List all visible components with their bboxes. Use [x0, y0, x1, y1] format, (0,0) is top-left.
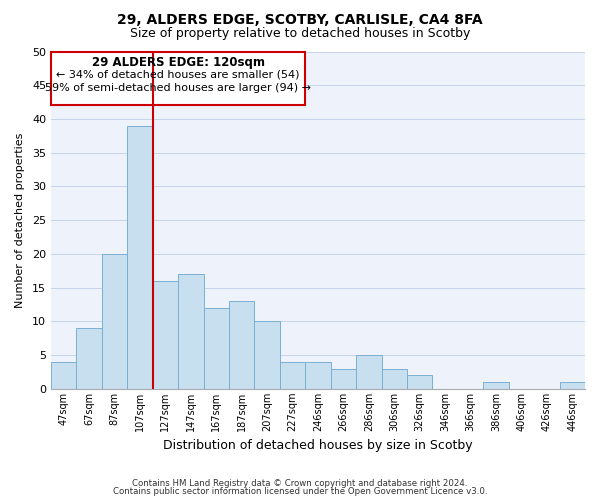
Text: 59% of semi-detached houses are larger (94) →: 59% of semi-detached houses are larger (… — [45, 82, 311, 92]
X-axis label: Distribution of detached houses by size in Scotby: Distribution of detached houses by size … — [163, 440, 473, 452]
Bar — [51, 362, 76, 389]
Text: Contains HM Land Registry data © Crown copyright and database right 2024.: Contains HM Land Registry data © Crown c… — [132, 478, 468, 488]
Bar — [127, 126, 152, 389]
Bar — [254, 322, 280, 389]
Bar — [407, 376, 433, 389]
Bar — [203, 308, 229, 389]
Y-axis label: Number of detached properties: Number of detached properties — [15, 132, 25, 308]
Bar — [280, 362, 305, 389]
Bar — [305, 362, 331, 389]
Text: ← 34% of detached houses are smaller (54): ← 34% of detached houses are smaller (54… — [56, 69, 300, 79]
Bar — [560, 382, 585, 389]
Bar — [382, 368, 407, 389]
Bar — [483, 382, 509, 389]
Bar — [102, 254, 127, 389]
Text: 29 ALDERS EDGE: 120sqm: 29 ALDERS EDGE: 120sqm — [92, 56, 265, 69]
FancyBboxPatch shape — [51, 52, 305, 106]
Bar — [76, 328, 102, 389]
Text: Contains public sector information licensed under the Open Government Licence v3: Contains public sector information licen… — [113, 487, 487, 496]
Text: Size of property relative to detached houses in Scotby: Size of property relative to detached ho… — [130, 28, 470, 40]
Bar — [229, 301, 254, 389]
Bar — [356, 355, 382, 389]
Text: 29, ALDERS EDGE, SCOTBY, CARLISLE, CA4 8FA: 29, ALDERS EDGE, SCOTBY, CARLISLE, CA4 8… — [117, 12, 483, 26]
Bar — [178, 274, 203, 389]
Bar — [331, 368, 356, 389]
Bar — [152, 281, 178, 389]
